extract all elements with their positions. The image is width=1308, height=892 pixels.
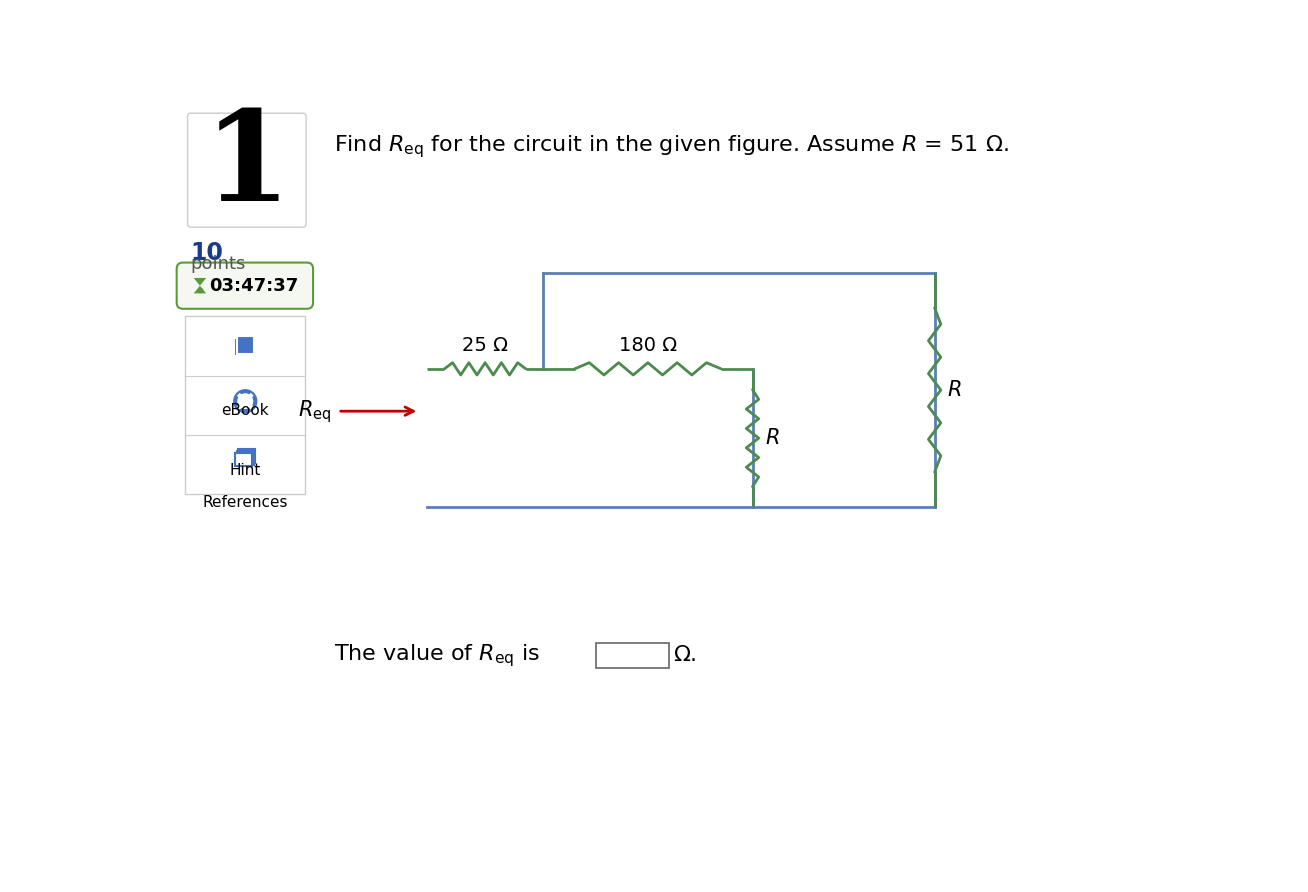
Circle shape	[239, 396, 251, 407]
Text: 1: 1	[203, 106, 290, 227]
FancyBboxPatch shape	[177, 262, 313, 309]
Text: Ω.: Ω.	[674, 645, 697, 665]
Text: 03:47:37: 03:47:37	[209, 277, 298, 294]
FancyBboxPatch shape	[237, 451, 254, 465]
Text: 25 Ω: 25 Ω	[462, 336, 508, 355]
FancyBboxPatch shape	[238, 450, 255, 463]
Polygon shape	[194, 285, 207, 293]
Text: 10: 10	[191, 241, 224, 265]
FancyBboxPatch shape	[596, 643, 668, 667]
Text: points: points	[191, 255, 246, 273]
FancyBboxPatch shape	[237, 336, 254, 354]
Text: Hint: Hint	[230, 463, 262, 478]
Text: 180 Ω: 180 Ω	[619, 336, 678, 355]
FancyBboxPatch shape	[187, 113, 306, 227]
Text: The value of $\mathit{R}_\mathrm{eq}$ is: The value of $\mathit{R}_\mathrm{eq}$ is	[334, 642, 540, 669]
Text: $R$: $R$	[947, 380, 961, 400]
FancyBboxPatch shape	[234, 337, 251, 356]
Text: $R_\mathrm{eq}$: $R_\mathrm{eq}$	[298, 398, 332, 425]
FancyBboxPatch shape	[186, 317, 305, 493]
Text: References: References	[203, 495, 288, 510]
FancyBboxPatch shape	[235, 452, 252, 467]
Text: eBook: eBook	[221, 403, 269, 418]
Text: $R$: $R$	[765, 428, 780, 448]
Polygon shape	[194, 278, 207, 285]
Text: Find $\mathit{R}_\mathrm{eq}$ for the circuit in the given figure. Assume $\math: Find $\mathit{R}_\mathrm{eq}$ for the ci…	[334, 134, 1008, 161]
